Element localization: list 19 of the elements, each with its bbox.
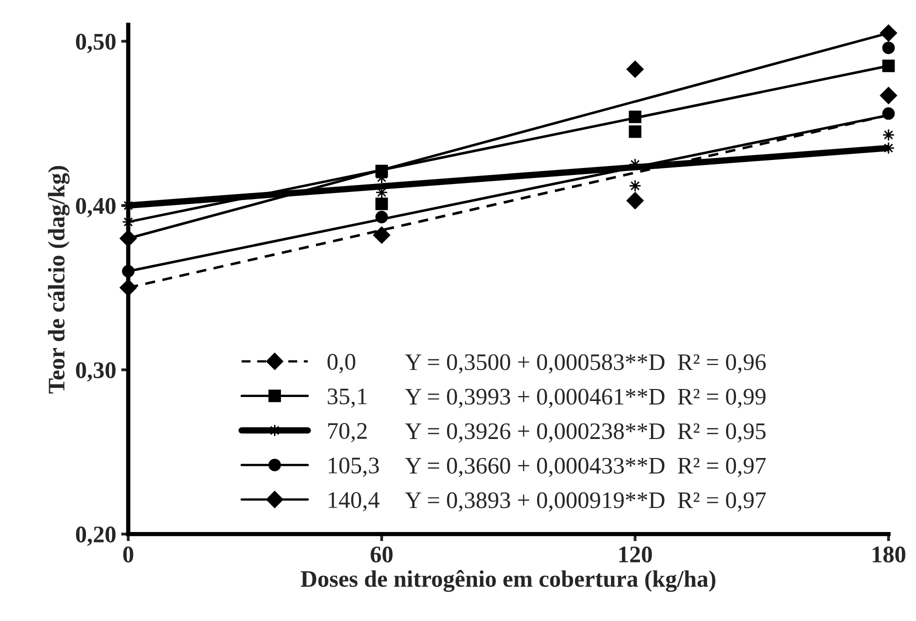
- legend-label: 140,4: [328, 492, 380, 512]
- y-tick-label: 0,50: [76, 34, 116, 54]
- legend-label: 105,3: [328, 458, 379, 477]
- x-axis-title: Doses de nitrogênio em cobertura (kg/ha): [300, 570, 716, 592]
- y-axis-title: Teor de cálcio (dag/kg): [48, 166, 70, 394]
- annotation: Y = 0,3993 + 0,000461**D R² = 0,99: [405, 388, 766, 408]
- y-tick-label: 0,40: [76, 198, 116, 218]
- x-tick-label: 120: [619, 546, 652, 562]
- y-tick-label: 0,20: [76, 526, 116, 546]
- x-tick-label: 60: [370, 546, 393, 562]
- y-tick-label: 0,30: [76, 362, 116, 382]
- annotation: Y = 0,3500 + 0,000583**D R² = 0,96: [405, 354, 766, 374]
- x-tick-label: 0: [123, 546, 134, 562]
- x-tick-label: 180: [872, 546, 906, 562]
- annotation: Y = 0,3660 + 0,000433**D R² = 0,97: [405, 458, 766, 478]
- legend-label: 0,0: [328, 354, 356, 374]
- legend-label: 35,1: [328, 388, 367, 408]
- annotation: Y = 0,3893 + 0,000919**D R² = 0,97: [405, 492, 766, 512]
- annotation: Y = 0,3926 + 0,000238**D R² = 0,95: [405, 423, 766, 443]
